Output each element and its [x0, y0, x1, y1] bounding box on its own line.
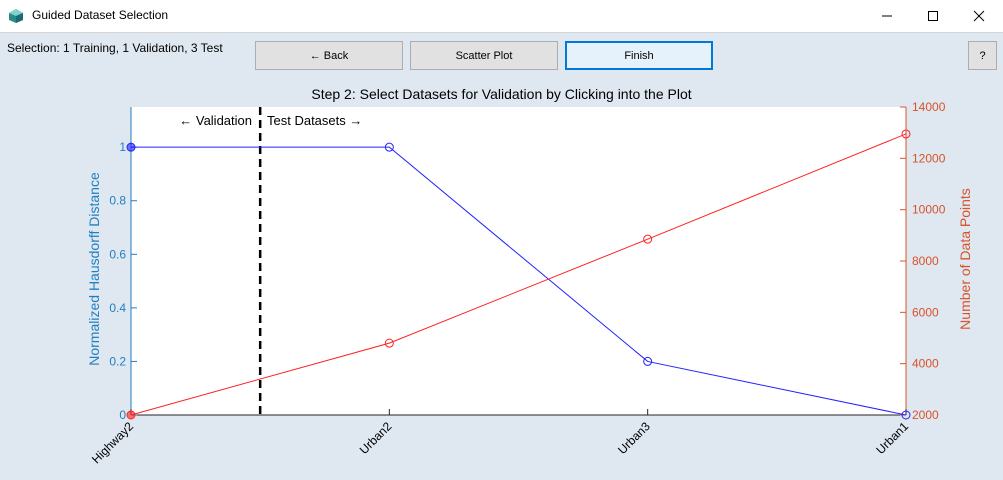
minimize-button[interactable]	[864, 0, 910, 32]
hausdorff-point	[384, 142, 394, 152]
title-bar: Guided Dataset Selection	[0, 0, 1003, 33]
right-y-tick-label: 2000	[912, 408, 939, 422]
region-right-label: Test Datasets →	[267, 113, 362, 128]
data-points-series-line	[130, 133, 907, 416]
right-y-axis-title: Number of Data Points	[957, 188, 973, 330]
hausdorff-point	[901, 410, 911, 420]
hausdorff-series-line	[131, 146, 907, 416]
maximize-button[interactable]	[910, 0, 956, 32]
scatter-plot-button[interactable]: Scatter Plot	[410, 41, 558, 70]
left-y-tick-label: 0.6	[109, 247, 126, 261]
x-tick-label: Highway2	[89, 419, 136, 466]
data-points-point	[901, 129, 911, 139]
app-icon	[9, 9, 23, 23]
back-button[interactable]: ← Back	[255, 41, 403, 70]
hausdorff-point	[126, 142, 136, 152]
right-y-tick-label: 12000	[912, 151, 946, 165]
region-left-label: ← Validation	[179, 113, 252, 128]
x-tick-label: Urban3	[615, 419, 653, 457]
left-y-axis-title: Normalized Hausdorff Distance	[86, 172, 102, 366]
left-y-tick-label: 0.2	[109, 354, 126, 368]
data-points-point	[643, 234, 653, 244]
data-points-point	[126, 410, 136, 420]
selection-summary: Selection: 1 Training, 1 Validation, 3 T…	[7, 41, 223, 55]
plot-area[interactable]	[131, 107, 906, 415]
plot-title: Step 2: Select Datasets for Validation b…	[311, 86, 692, 102]
data-points-point	[384, 338, 394, 348]
maximize-icon	[928, 11, 938, 21]
hausdorff-point	[643, 356, 653, 366]
right-y-tick-label: 10000	[912, 203, 946, 217]
right-y-tick-label: 14000	[912, 100, 946, 114]
close-button[interactable]	[956, 0, 1002, 32]
right-y-tick-label: 6000	[912, 305, 939, 319]
minimize-icon	[882, 15, 892, 17]
x-tick-label: Urban1	[873, 419, 911, 457]
right-y-tick-label: 4000	[912, 357, 939, 371]
finish-button[interactable]: Finish	[565, 41, 713, 70]
right-y-tick-label: 8000	[912, 254, 939, 268]
window-title: Guided Dataset Selection	[32, 8, 169, 22]
help-button[interactable]: ?	[968, 41, 997, 70]
close-icon	[973, 10, 985, 22]
left-y-tick-label: 1	[119, 140, 126, 154]
left-y-tick-label: 0.8	[109, 194, 126, 208]
left-y-tick-label: 0.4	[109, 301, 126, 315]
x-tick-label: Urban2	[357, 419, 395, 457]
left-y-tick-label: 0	[119, 408, 126, 422]
